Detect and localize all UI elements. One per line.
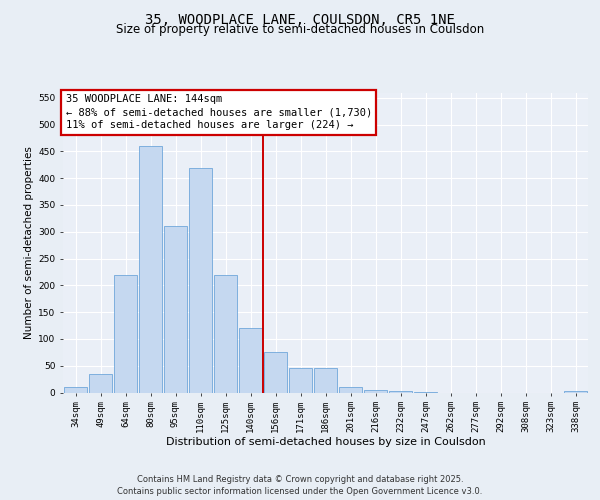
Text: Contains HM Land Registry data © Crown copyright and database right 2025.
Contai: Contains HM Land Registry data © Crown c…	[118, 475, 482, 496]
Bar	[264, 352, 287, 393]
Text: 35 WOODPLACE LANE: 144sqm
← 88% of semi-detached houses are smaller (1,730)
11% : 35 WOODPLACE LANE: 144sqm ← 88% of semi-…	[65, 94, 372, 130]
X-axis label: Distribution of semi-detached houses by size in Coulsdon: Distribution of semi-detached houses by …	[166, 436, 485, 446]
Y-axis label: Number of semi-detached properties: Number of semi-detached properties	[24, 146, 34, 339]
Bar	[339, 387, 362, 392]
Bar	[289, 368, 312, 392]
Bar	[64, 387, 87, 392]
Bar	[314, 368, 337, 392]
Bar	[189, 168, 212, 392]
Bar	[89, 374, 112, 392]
Bar	[139, 146, 162, 392]
Text: Size of property relative to semi-detached houses in Coulsdon: Size of property relative to semi-detach…	[116, 22, 484, 36]
Text: 35, WOODPLACE LANE, COULSDON, CR5 1NE: 35, WOODPLACE LANE, COULSDON, CR5 1NE	[145, 12, 455, 26]
Bar	[214, 274, 237, 392]
Bar	[239, 328, 262, 392]
Bar	[164, 226, 187, 392]
Bar	[364, 390, 387, 392]
Bar	[114, 274, 137, 392]
